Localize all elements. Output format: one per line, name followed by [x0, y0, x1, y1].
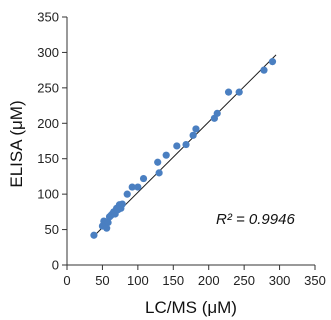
data-point	[154, 158, 162, 166]
y-axis-label: ELISA (μM)	[7, 100, 26, 187]
data-point	[118, 200, 126, 208]
data-points	[90, 58, 277, 239]
data-point	[235, 88, 243, 96]
data-point	[260, 66, 268, 74]
data-point	[268, 58, 277, 66]
data-point	[128, 183, 136, 191]
data-point	[173, 142, 181, 150]
x-axis-label: LC/MS (μM)	[145, 298, 237, 317]
y-tick-label: 0	[52, 258, 59, 273]
y-tick-label: 250	[37, 80, 59, 95]
x-tick-label: 50	[95, 273, 109, 288]
x-tick-label: 350	[304, 273, 326, 288]
data-point	[224, 88, 233, 96]
data-point	[134, 183, 142, 191]
x-tick-label: 150	[162, 273, 184, 288]
data-point	[103, 224, 111, 232]
data-point	[213, 109, 221, 117]
x-tick-label: 300	[269, 273, 291, 288]
x-tick-label: 200	[198, 273, 220, 288]
x-tick-label: 250	[233, 273, 255, 288]
x-tick-label: 0	[63, 273, 70, 288]
axes	[66, 17, 315, 266]
y-tick-label: 100	[37, 187, 59, 202]
data-point	[189, 131, 197, 139]
data-point	[192, 125, 200, 133]
y-tick-label: 200	[37, 116, 59, 131]
data-point	[139, 174, 148, 183]
y-tick-label: 300	[37, 45, 59, 60]
data-point	[182, 140, 190, 149]
x-tick-label: 100	[127, 273, 149, 288]
data-point	[90, 231, 98, 239]
y-tick-label: 50	[45, 222, 59, 237]
r-squared-annotation: R² = 0.9946	[216, 211, 295, 228]
data-point	[155, 169, 163, 177]
y-tick-label: 350	[37, 10, 59, 25]
ticks: 0 50 100 150 200 250 300 350 0 50 100 150 200 250 300 3…	[37, 10, 326, 289]
data-point	[162, 151, 170, 159]
y-tick-label: 150	[37, 151, 59, 166]
data-point	[104, 218, 112, 227]
data-point	[123, 190, 131, 198]
